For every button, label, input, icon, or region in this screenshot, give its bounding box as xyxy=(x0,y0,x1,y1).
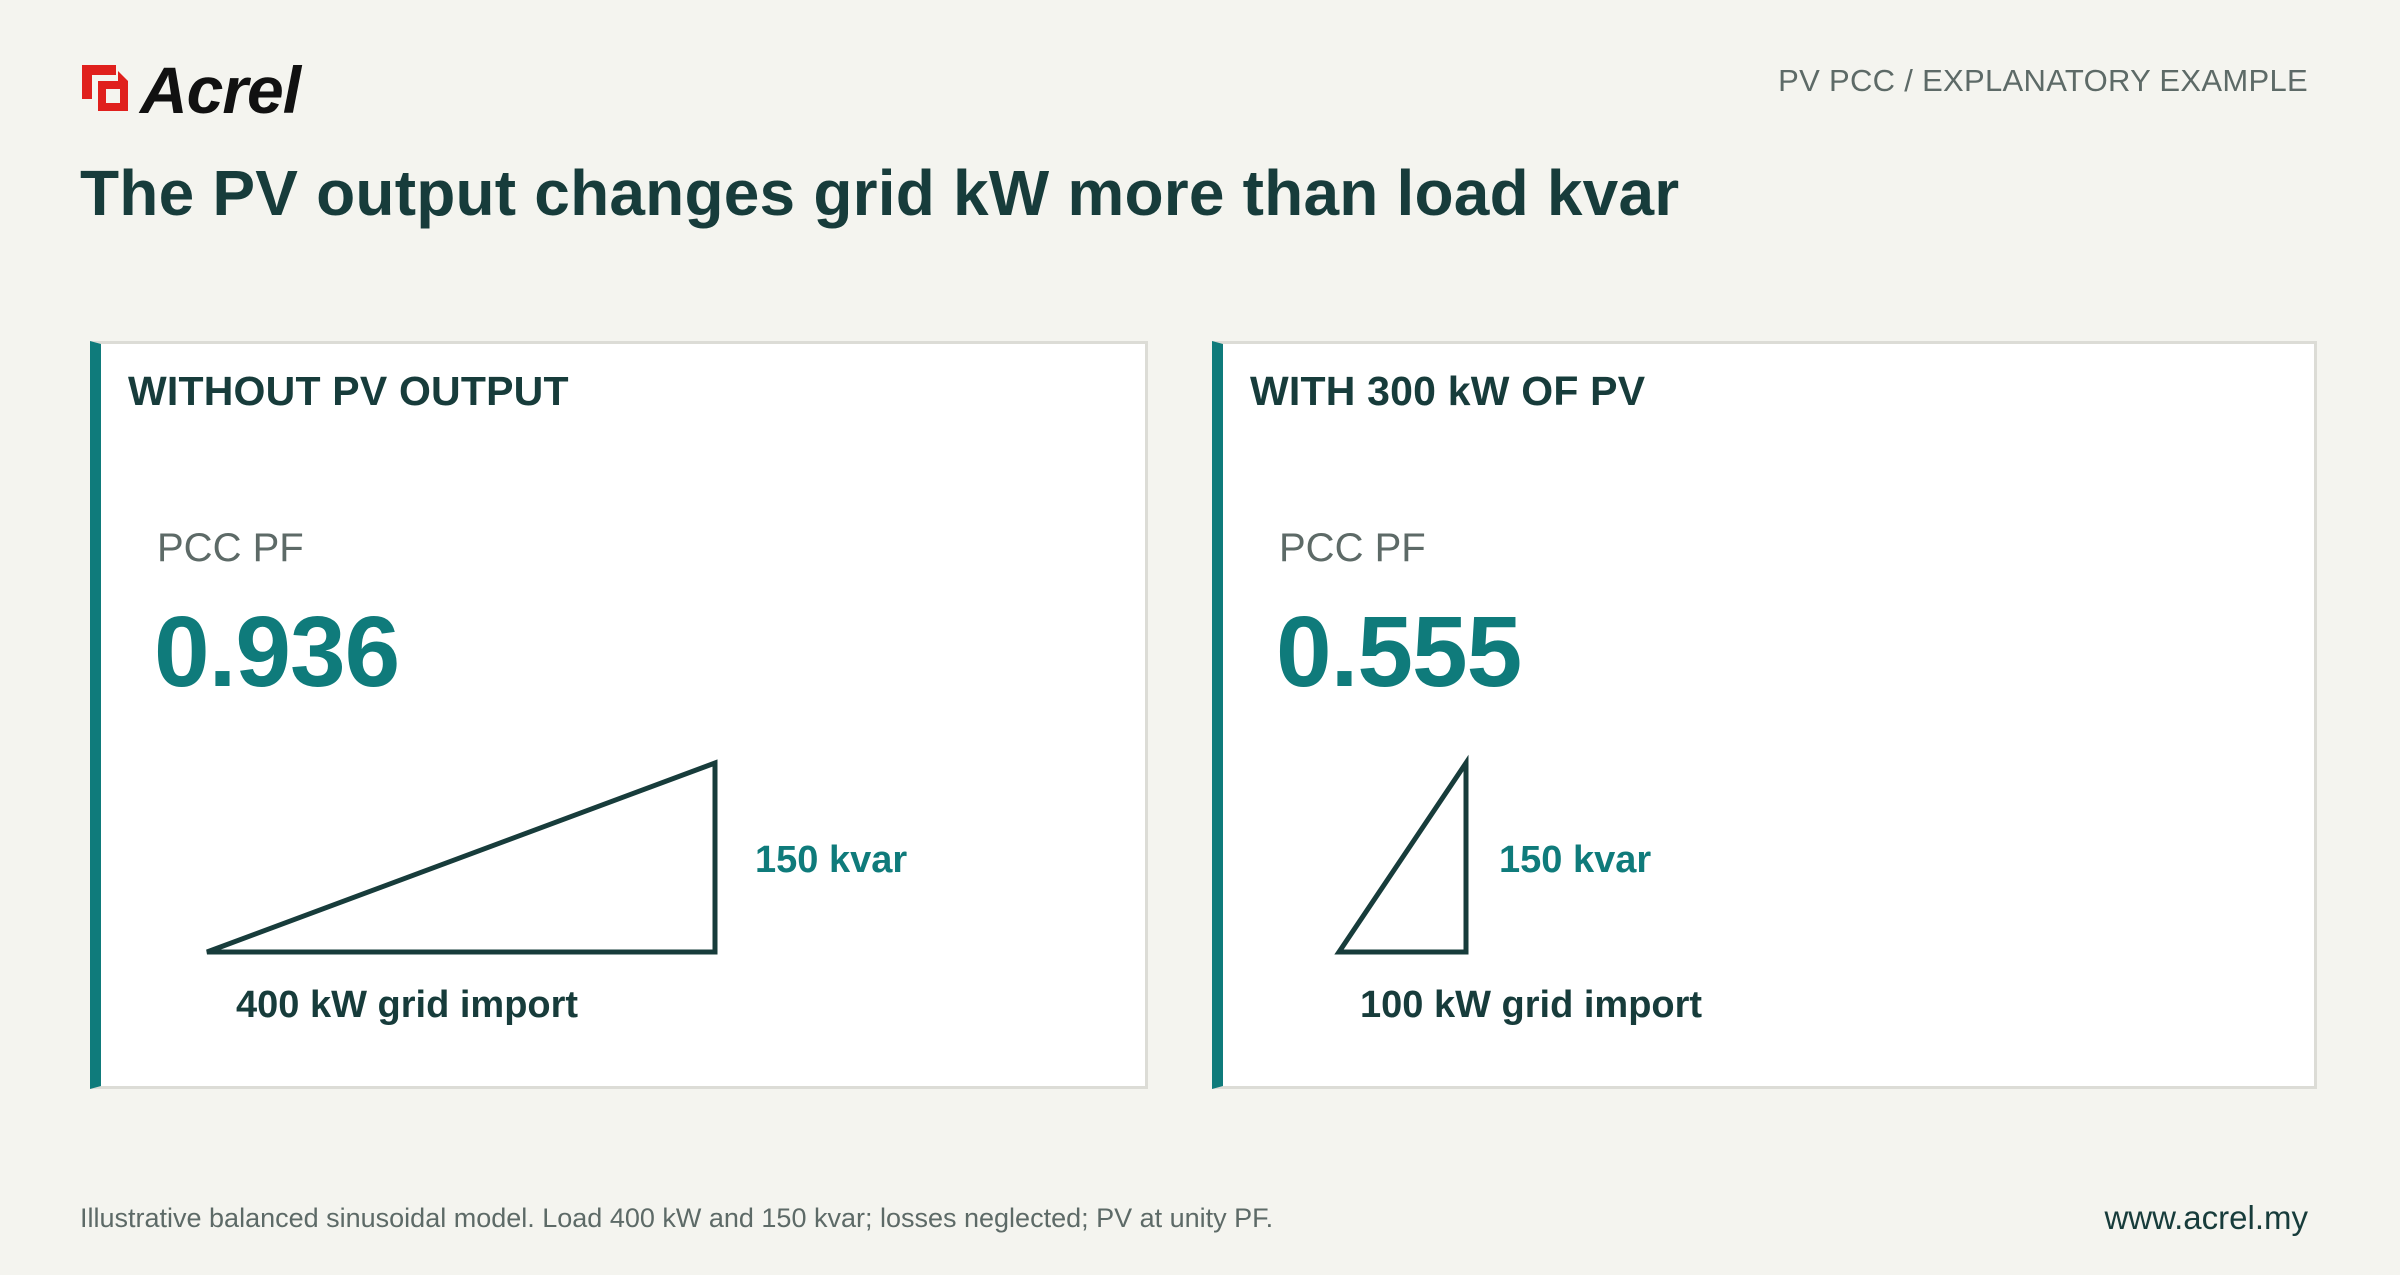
power-triangle-shape xyxy=(1334,754,1469,955)
pcc-pf-label: PCC PF xyxy=(157,526,304,570)
kw-grid-import-label: 400 kW grid import xyxy=(236,984,579,1026)
pcc-pf-label: PCC PF xyxy=(1279,526,1426,570)
panel-title: WITH 300 kW OF PV xyxy=(1250,368,1646,414)
kvar-label: 150 kvar xyxy=(1499,839,1652,881)
power-triangle xyxy=(206,759,718,955)
header-kicker: PV PCC / EXPLANATORY EXAMPLE xyxy=(1778,63,2308,98)
panel-with-pv: WITH 300 kW OF PV PCC PF 0.555 150 kvar … xyxy=(1212,341,2317,1089)
power-triangle xyxy=(1334,754,1469,955)
panel-title: WITHOUT PV OUTPUT xyxy=(128,368,569,414)
kw-grid-import-label: 100 kW grid import xyxy=(1360,984,1703,1026)
website-link[interactable]: www.acrel.my xyxy=(2104,1199,2308,1236)
acrel-logo-mark-icon xyxy=(82,65,128,111)
kvar-label: 150 kvar xyxy=(755,839,908,881)
brand-name: Acrel xyxy=(140,53,301,127)
pcc-pf-value: 0.936 xyxy=(154,596,400,708)
acrel-logo: Acrel xyxy=(78,53,301,127)
footnote: Illustrative balanced sinusoidal model. … xyxy=(80,1203,1274,1233)
pcc-pf-value: 0.555 xyxy=(1276,596,1522,708)
panel-without-pv: WITHOUT PV OUTPUT PCC PF 0.936 150 kvar … xyxy=(90,341,1148,1089)
page-title: The PV output changes grid kW more than … xyxy=(80,157,1680,229)
power-triangle-shape xyxy=(206,759,718,955)
